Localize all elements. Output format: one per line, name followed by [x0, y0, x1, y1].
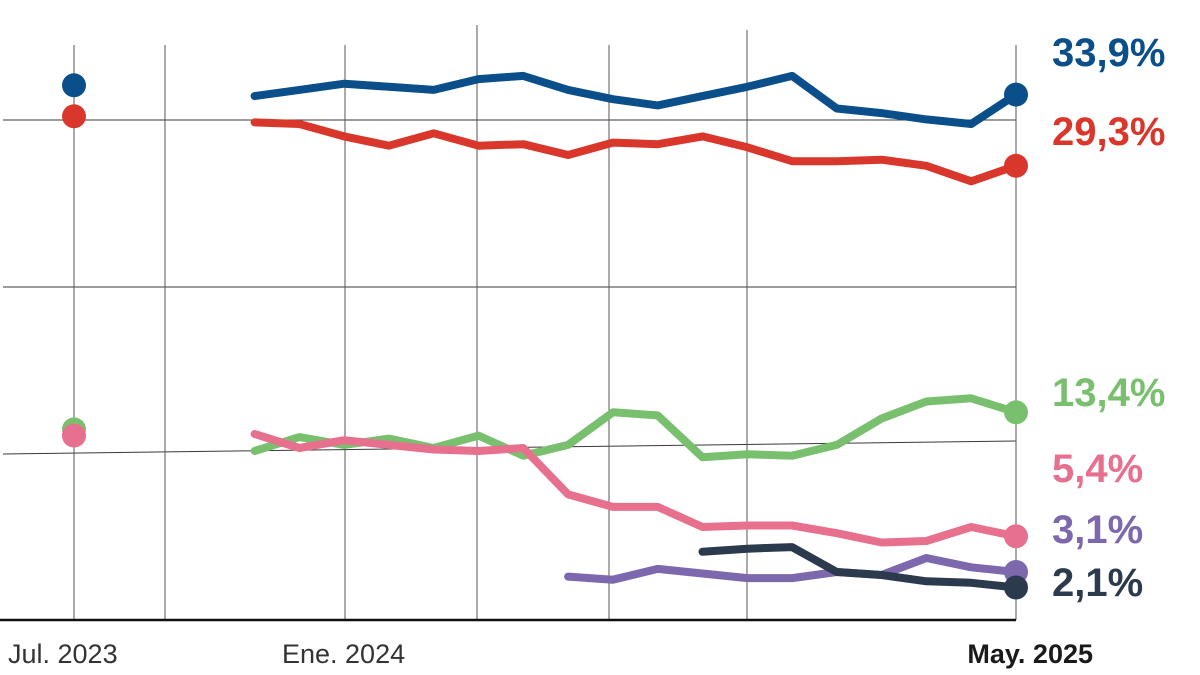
end-label-green: 13,4% [1052, 371, 1165, 415]
series-green [62, 394, 1028, 462]
end-labels: 33,9% 29,3% 13,4% 5,4% 3,1% 2,1% [1052, 31, 1165, 605]
x-tick-label: Jul. 2023 [8, 639, 118, 669]
series-line-green [250, 394, 1020, 462]
start-point-pink [62, 423, 86, 448]
series-navy [698, 543, 1028, 600]
end-point-pink [1004, 524, 1028, 549]
series-line-blue [250, 71, 1020, 128]
series-red [62, 104, 1028, 186]
x-tick-label: May. 2025 [967, 639, 1093, 669]
series-line-red [250, 118, 1020, 186]
end-point-red [1004, 153, 1028, 178]
start-point-blue [62, 73, 86, 98]
series-line-navy [698, 543, 1020, 592]
series-layer [62, 71, 1028, 600]
series-line-pink [250, 430, 1020, 547]
end-label-navy: 2,1% [1052, 561, 1143, 605]
end-point-green [1004, 400, 1028, 425]
end-point-navy [1004, 575, 1028, 600]
start-point-red [62, 104, 86, 129]
series-line-purple [564, 554, 1020, 584]
x-tick-labels: Jul. 2023 Ene. 2024 May. 2025 [8, 639, 1093, 669]
series-pink [62, 423, 1028, 549]
end-label-pink: 5,4% [1052, 447, 1143, 491]
end-label-purple: 3,1% [1052, 508, 1143, 552]
end-label-blue: 33,9% [1052, 31, 1165, 75]
series-blue [62, 71, 1028, 128]
x-tick-label: Ene. 2024 [282, 639, 405, 669]
end-label-red: 29,3% [1052, 110, 1165, 154]
end-point-blue [1004, 82, 1028, 107]
